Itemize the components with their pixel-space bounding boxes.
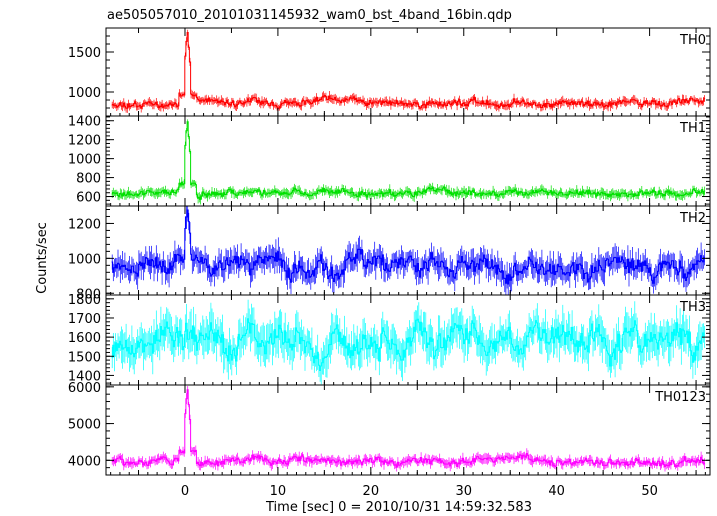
panel-th2: 800 1000 1200 TH2 bbox=[68, 205, 711, 302]
y-tick-label: 1200 bbox=[68, 217, 101, 232]
y-tick-label: 1500 bbox=[68, 46, 101, 61]
error-bars-th2 bbox=[111, 206, 705, 295]
y-tick-label: 800 bbox=[76, 172, 101, 187]
panel-th3: 1400 1500 1600 1700 1800 TH3 bbox=[68, 293, 711, 386]
series-th3 bbox=[111, 299, 706, 385]
panel-th1: 600 800 1000 1200 1400 TH1 bbox=[68, 115, 711, 207]
y-axis-label: Counts/sec bbox=[35, 222, 50, 294]
y-tick-label: 1000 bbox=[68, 86, 101, 101]
panel-th0123: 4000 5000 6000 TH0123 bbox=[68, 381, 711, 476]
y-tick-label: 5000 bbox=[68, 418, 101, 433]
panel-label: TH1 bbox=[679, 121, 706, 136]
y-tick-label: 1500 bbox=[68, 350, 101, 365]
y-tick-label: 1400 bbox=[68, 369, 101, 384]
x-axis-label: Time [sec] 0 = 2010/10/31 14:59:32.583 bbox=[265, 500, 532, 515]
y-tick-label: 1800 bbox=[68, 293, 101, 308]
x-tick-label: 50 bbox=[641, 484, 658, 499]
x-tick-labels: 0 10 20 30 40 50 bbox=[181, 484, 658, 499]
y-tick-label: 4000 bbox=[68, 454, 101, 469]
y-tick-label: 600 bbox=[76, 191, 101, 206]
y-tick-label: 1400 bbox=[68, 115, 101, 130]
panel-th0: 1000 1500 TH0 bbox=[68, 27, 711, 117]
line-th3 bbox=[111, 318, 706, 371]
y-tick-label: 800 bbox=[76, 287, 101, 302]
panel-label: TH0 bbox=[679, 33, 706, 48]
series-th2 bbox=[111, 206, 706, 295]
series-th1 bbox=[111, 119, 706, 205]
line-th1 bbox=[111, 121, 706, 200]
error-bars-th0123 bbox=[111, 386, 705, 472]
y-tick-label: 1600 bbox=[68, 331, 101, 346]
line-th2 bbox=[111, 209, 706, 285]
x-tick-label: 0 bbox=[181, 484, 189, 499]
y-tick-label: 1700 bbox=[68, 312, 101, 327]
x-tick-label: 10 bbox=[270, 484, 287, 499]
y-tick-label: 1000 bbox=[68, 153, 101, 168]
y-tick-label: 1000 bbox=[68, 252, 101, 267]
panel-label: TH3 bbox=[679, 300, 706, 315]
y-tick-label: 1200 bbox=[68, 134, 101, 149]
series-th0 bbox=[111, 29, 706, 113]
series-th0123 bbox=[111, 386, 706, 472]
chart-title: ae505057010_20101031145932_wam0_bst_4ban… bbox=[107, 8, 512, 23]
y-tick-label: 6000 bbox=[68, 381, 101, 396]
line-th0 bbox=[111, 32, 706, 109]
panel-label: TH2 bbox=[679, 211, 706, 226]
x-tick-label: 30 bbox=[455, 484, 472, 499]
panel-label: TH0123 bbox=[654, 390, 706, 405]
x-tick-label: 40 bbox=[548, 484, 565, 499]
error-bars-th1 bbox=[111, 119, 705, 205]
line-th0123 bbox=[111, 389, 706, 468]
x-tick-label: 20 bbox=[363, 484, 380, 499]
